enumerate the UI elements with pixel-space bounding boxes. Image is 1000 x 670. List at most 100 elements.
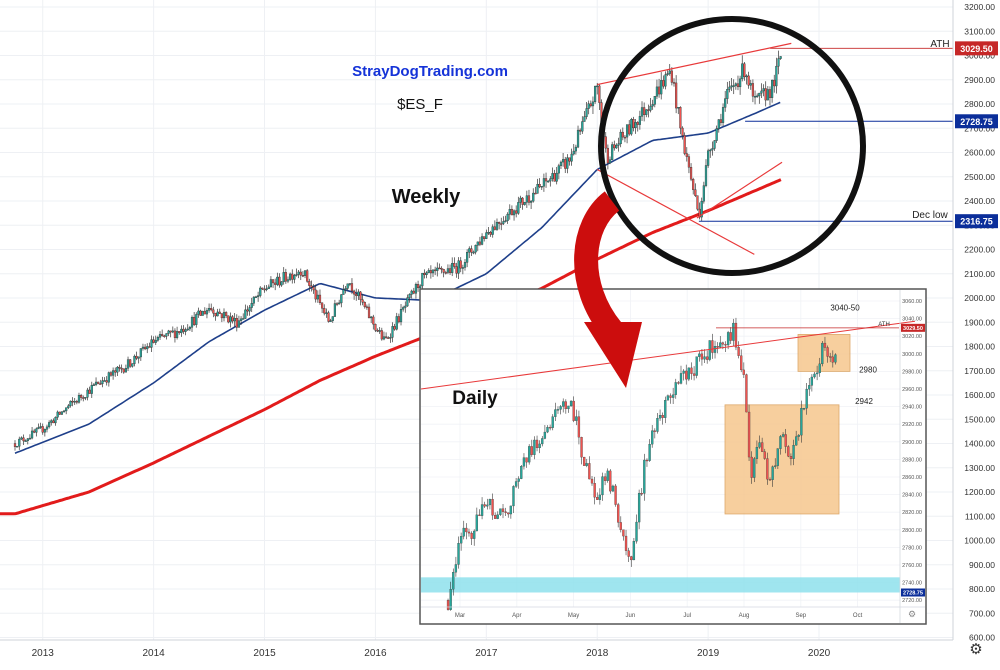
- daily-candle-body: [554, 409, 557, 417]
- weekly-y-tick-label: 1500.00: [964, 414, 995, 424]
- weekly-y-tick-label: 2100.00: [964, 269, 995, 279]
- weekly-y-tick-label: 2800.00: [964, 99, 995, 109]
- weekly-candle-body: [380, 330, 383, 340]
- weekly-candle-body: [591, 101, 595, 107]
- weekly-candle-body: [163, 335, 166, 338]
- daily-y-tick-label: 2880.00: [902, 457, 922, 463]
- weekly-candle-body: [532, 192, 535, 202]
- weekly-candle-body: [461, 267, 464, 269]
- weekly-candle-body: [521, 197, 524, 205]
- daily-candle-body: [708, 340, 711, 360]
- weekly-candle-body: [393, 326, 396, 330]
- level-2728-badge-text: 2728.75: [960, 117, 993, 127]
- weekly-candle-body: [58, 411, 61, 415]
- weekly-upper-trendline: [597, 42, 792, 86]
- weekly-candle-body: [97, 381, 100, 384]
- daily-candle-body: [666, 395, 670, 401]
- weekly-candle-body: [777, 58, 780, 67]
- weekly-candle-body: [583, 116, 586, 122]
- weekly-candle-body: [653, 96, 656, 105]
- dec-low-label: Dec low: [912, 210, 948, 221]
- daily-candle-body: [721, 342, 725, 345]
- daily-candle-body: [543, 431, 547, 439]
- weekly-candle-body: [150, 339, 153, 348]
- daily-candle-body: [724, 344, 727, 346]
- weekly-candle-body: [500, 223, 503, 225]
- weekly-candle-body: [310, 285, 313, 288]
- weekly-candle-body: [24, 440, 27, 443]
- weekly-candle-body: [732, 85, 735, 87]
- daily-candle-body: [522, 457, 526, 467]
- daily-candle-body: [766, 458, 769, 480]
- weekly-candle-body: [429, 270, 432, 274]
- daily-candles: [446, 317, 837, 611]
- daily-candle-body: [653, 430, 656, 432]
- weekly-candle-body: [259, 287, 262, 296]
- daily-candle-body: [572, 400, 575, 421]
- weekly-candle-body: [611, 144, 614, 160]
- weekly-candle-body: [71, 400, 74, 403]
- weekly-y-tick-label: 2900.00: [964, 75, 995, 85]
- daily-candle-body: [679, 373, 683, 384]
- weekly-candle-body: [425, 272, 428, 275]
- weekly-x-tick-label: 2019: [697, 648, 720, 659]
- daily-candle-body: [742, 369, 745, 375]
- weekly-rising-trendline: [696, 161, 783, 219]
- daily-candle-body: [753, 458, 756, 478]
- weekly-candle-body: [214, 312, 217, 317]
- daily-y-tick-label: 3020.00: [902, 334, 922, 340]
- settings-gear-icon[interactable]: ⚙: [969, 641, 982, 658]
- weekly-candle-body: [495, 222, 499, 230]
- weekly-candle-body: [619, 131, 622, 145]
- weekly-candle-body: [141, 346, 145, 349]
- daily-candle-body: [483, 504, 486, 507]
- weekly-candle-body: [660, 80, 663, 95]
- weekly-candle-body: [197, 310, 200, 315]
- daily-candle-body: [776, 448, 779, 466]
- weekly-candle-body: [344, 288, 347, 290]
- daily-candle-body: [664, 400, 667, 418]
- weekly-candle-body: [649, 105, 652, 111]
- daily-candle-body: [577, 416, 581, 438]
- daily-candle-body: [747, 411, 751, 458]
- weekly-candle-body: [645, 109, 648, 115]
- weekly-candle-body: [182, 328, 185, 332]
- daily-candle-body: [624, 535, 628, 551]
- daily-candle-body: [740, 355, 743, 371]
- daily-time-axis: Mar Apr May Jun Jul Aug Sep Oct: [421, 606, 925, 619]
- weekly-candle-body: [643, 107, 646, 115]
- weekly-candle-body: [463, 262, 467, 268]
- daily-candle-body: [669, 395, 672, 398]
- daily-annotation-lines: 3040-50 2980 2942: [420, 304, 916, 406]
- weekly-candle-body: [107, 372, 110, 383]
- weekly-candle-body: [94, 381, 98, 385]
- weekly-candle-body: [146, 346, 149, 350]
- daily-candle-body: [779, 436, 782, 449]
- weekly-candle-body: [295, 274, 298, 276]
- weekly-candle-body: [615, 145, 618, 149]
- daily-candle-body: [538, 443, 541, 449]
- daily-y-tick-label: 3040.00: [902, 317, 922, 323]
- daily-settings-icon[interactable]: ⚙: [908, 609, 916, 619]
- weekly-candle-body: [442, 269, 445, 273]
- weekly-candle-body: [370, 316, 373, 319]
- weekly-candle-body: [246, 309, 249, 312]
- weekly-candle-body: [485, 232, 488, 239]
- weekly-candle-body: [161, 334, 164, 337]
- daily-candle-body: [462, 527, 465, 537]
- weekly-y-tick-label: 1600.00: [964, 390, 995, 400]
- dec-low-price-badge: [955, 214, 998, 229]
- weekly-candle-body: [340, 294, 343, 304]
- daily-candle-body: [716, 346, 719, 348]
- weekly-candle-body: [37, 427, 40, 430]
- daily-candle-body: [805, 388, 808, 409]
- weekly-candle-body: [271, 279, 275, 284]
- weekly-candle-body: [423, 272, 426, 275]
- daily-candle-body: [648, 443, 651, 461]
- weekly-candle-body: [39, 426, 42, 428]
- daily-x-tick-label: May: [568, 613, 579, 619]
- weekly-candle-body: [527, 195, 531, 203]
- daily-candle-body: [795, 436, 798, 446]
- daily-candle-body: [682, 370, 685, 374]
- weekly-annotation-lines: [596, 42, 953, 255]
